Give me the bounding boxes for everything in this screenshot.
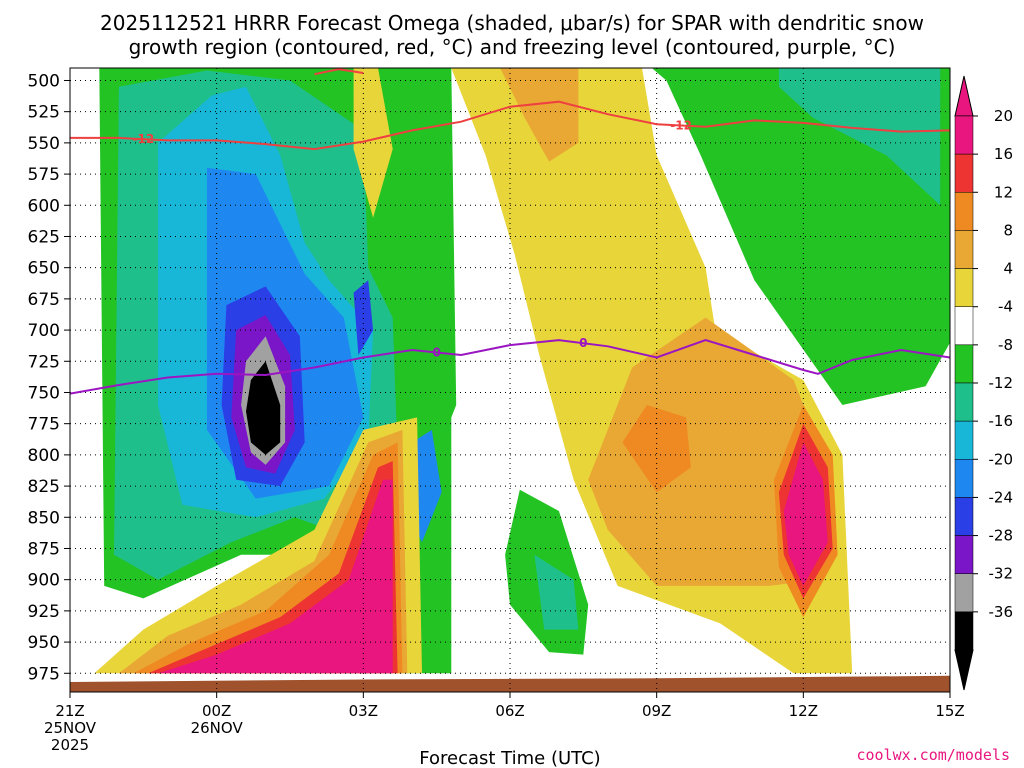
colorbar-segment [954, 459, 974, 498]
y-tick-label: 500 [28, 71, 60, 91]
colorbar-segment [954, 306, 974, 346]
y-tick-label: 700 [28, 321, 60, 341]
colorbar-segment [954, 535, 974, 574]
x-tick-label: 12Z [789, 702, 818, 720]
credit-link[interactable]: coolwx.com/models [856, 746, 1010, 764]
colorbar-segment [954, 420, 974, 460]
x-tick-label: 21Z [55, 702, 84, 720]
y-tick-label: 900 [28, 571, 60, 591]
colorbar-top-arrow [954, 75, 974, 117]
x-tick-label: 00Z [202, 702, 231, 720]
shade-yellow-left-small [353, 68, 393, 218]
y-tick-label: 925 [28, 602, 60, 622]
colorbar-label: -20 [989, 450, 1014, 468]
x-tick-label: 2025 [51, 736, 89, 754]
x-axis-title: Forecast Time (UTC) [419, 748, 600, 768]
y-tick-label: 775 [28, 415, 60, 435]
colorbar-label: -4 [998, 298, 1013, 316]
colorbar-segment [954, 611, 974, 651]
colorbar-label: 8 [1003, 221, 1013, 239]
x-tick-label: 03Z [349, 702, 378, 720]
colorbar-segment [954, 497, 974, 536]
colorbar-segment [954, 573, 974, 613]
colorbar: 20 16 12 8 4 -4 -8 -12 -16 -20 -24 -28 -32 -36 [954, 75, 1014, 691]
y-tick-label: 575 [28, 165, 60, 185]
colorbar-bottom-arrow [954, 649, 974, 691]
shade-black-left [246, 361, 281, 455]
y-tick-label: 525 [28, 103, 60, 123]
y-tick-label: 650 [28, 259, 60, 279]
colorbar-label: 12 [994, 183, 1013, 201]
shade-teal-right [778, 68, 941, 206]
series-label: 0 [579, 336, 587, 350]
colorbar-segment [954, 344, 974, 384]
series-line-2 [314, 68, 364, 76]
y-tick-label: 975 [28, 664, 60, 684]
colorbar-segment [954, 192, 974, 231]
series-label: 0 [432, 346, 440, 360]
y-tick-label: 950 [28, 633, 60, 653]
colorbar-label: 16 [994, 145, 1013, 163]
colorbar-label: 20 [994, 107, 1013, 125]
chart-title: 2025112521 HRRR Forecast Omega (shaded, … [100, 11, 924, 59]
chart-title-line-1: 2025112521 HRRR Forecast Omega (shaded, … [100, 11, 924, 35]
shade-navy-mid-small [353, 280, 374, 355]
colorbar-segment [954, 115, 974, 155]
y-tick-label: 850 [28, 508, 60, 528]
y-tick-label: 825 [28, 477, 60, 497]
colorbar-label: -16 [989, 412, 1014, 430]
y-tick-label: 675 [28, 290, 60, 310]
x-tick-label: 25NOV [44, 719, 97, 737]
contour-lines: 0 0 -12 -12 [70, 68, 950, 395]
y-tick-label: 750 [28, 383, 60, 403]
colorbar-label: 4 [1003, 260, 1013, 278]
x-tick-label: 09Z [642, 702, 671, 720]
colorbar-segment [954, 268, 974, 307]
colorbar-segment [954, 230, 974, 269]
y-tick-label: 550 [28, 134, 60, 154]
series-label: -12 [132, 132, 154, 146]
colorbar-segment [954, 153, 974, 193]
colorbar-label: -36 [989, 603, 1014, 621]
colorbar-segment [954, 382, 974, 422]
shade-orange-mid [588, 317, 828, 586]
series-label: -12 [670, 118, 692, 132]
colorbar-label: -12 [989, 374, 1014, 392]
plot-area: 0 0 -12 -12 [70, 68, 950, 692]
y-tick-label: 725 [28, 352, 60, 372]
colorbar-label: -28 [989, 527, 1014, 545]
x-tick-label: 26NOV [191, 719, 244, 737]
x-tick-label: 06Z [495, 702, 524, 720]
y-tick-label: 875 [28, 539, 60, 559]
colorbar-label: -8 [998, 336, 1013, 354]
colorbar-label: -24 [989, 488, 1014, 506]
colorbar-label: -32 [989, 565, 1014, 583]
grid-lines [70, 68, 950, 692]
chart-title-line-2: growth region (contoured, red, °C) and f… [129, 35, 896, 59]
series-line-1 [70, 100, 950, 151]
omega-shading [94, 68, 950, 674]
shade-orange-upper [500, 68, 579, 162]
y-tick-label: 800 [28, 446, 60, 466]
shade-magenta-right [783, 442, 828, 586]
x-tick-label: 15Z [935, 702, 964, 720]
y-axis: 500 525 550 575 600 625 650 675 700 725 750 775 800 8… [28, 71, 70, 684]
shade-magenta-lower-left [158, 479, 393, 674]
y-tick-label: 625 [28, 227, 60, 247]
series-line-0 [70, 339, 950, 395]
y-tick-label: 600 [28, 196, 60, 216]
